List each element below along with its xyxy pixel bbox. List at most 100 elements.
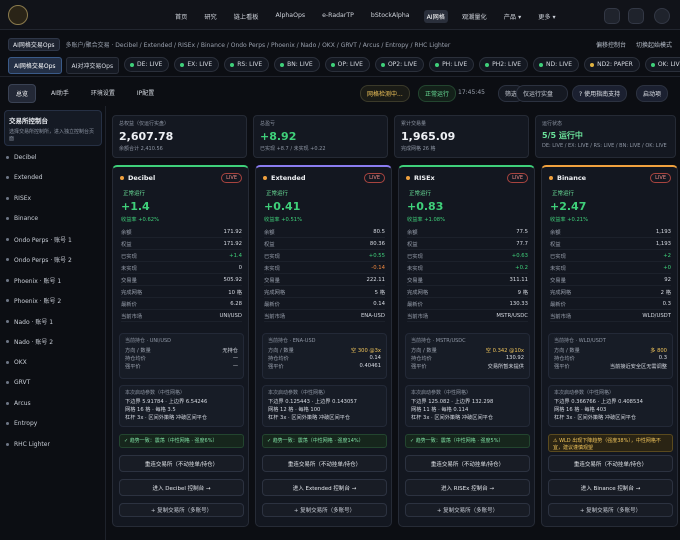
card-button[interactable]: 进入 RISEx 控制台 → bbox=[405, 479, 530, 496]
sidebar-item[interactable]: Decibel bbox=[6, 147, 36, 167]
row-label: 余额 bbox=[264, 230, 275, 236]
card-button[interactable]: 进入 Decibel 控制台 → bbox=[119, 479, 244, 496]
status-pill: DE: LIVE bbox=[124, 57, 170, 72]
sidebar-item[interactable]: Ondo Perps · 账号 2 bbox=[6, 250, 72, 270]
card-name: Decibel bbox=[128, 174, 156, 182]
settings-icon[interactable] bbox=[628, 8, 644, 24]
nav-item[interactable]: AI网格 bbox=[423, 10, 448, 23]
card-button[interactable]: + 复制交易所（多账号） bbox=[548, 503, 673, 517]
card-row: 权益 80.36 bbox=[264, 239, 385, 250]
card-button[interactable]: + 复制交易所（多账号） bbox=[405, 503, 530, 517]
sidebar-item[interactable]: Entropy bbox=[6, 414, 37, 434]
row-label: 未实现 bbox=[264, 266, 280, 272]
sidebar-dot bbox=[6, 299, 9, 302]
sidebar-item[interactable]: OKX bbox=[6, 352, 27, 372]
exchange-card: Decibel LIVE 正常运行 +1.4 收益率 +0.62% 余额 171.92 权益 1… bbox=[112, 165, 249, 527]
page-tab[interactable]: 总览 bbox=[8, 84, 37, 103]
card-button[interactable]: 重连交易所（不动挂单/持仓） bbox=[262, 455, 387, 472]
sidebar-item-label: Phoenix · 账号 2 bbox=[14, 298, 62, 305]
sidebar-dot bbox=[6, 401, 9, 405]
nav-item[interactable]: 产品 ▾ bbox=[503, 14, 522, 21]
nav-item[interactable]: e-RadarTP bbox=[322, 12, 354, 19]
params-box: 本次启动参数（中性网格） 下边界 125.082 · 上边界 132.298 网格 … bbox=[405, 385, 530, 427]
sidebar-item[interactable]: Phoenix · 账号 2 bbox=[6, 291, 61, 311]
sidebar-dot bbox=[6, 340, 9, 343]
params-box: 本次启动参数（中性网格） 下边界 5.91784 · 上边界 6.54246 网格 … bbox=[119, 385, 244, 427]
card-row: 余额 80.5 bbox=[264, 227, 385, 238]
position-row: 强平价 0.40461 bbox=[268, 362, 381, 370]
sidebar-item-label: Decibel bbox=[14, 153, 37, 161]
sidebar-item[interactable]: RHC Lighter bbox=[6, 434, 50, 454]
row-value: 6.28 bbox=[230, 301, 242, 307]
sidebar-item[interactable]: Binance bbox=[6, 209, 38, 229]
card-button[interactable]: + 复制交易所（多账号） bbox=[262, 503, 387, 517]
nav-item[interactable]: 首页 bbox=[175, 14, 188, 21]
page-tab[interactable]: IP配置 bbox=[136, 90, 155, 97]
summary-value: 2,607.78 bbox=[119, 130, 174, 143]
position-row: 方向 / 数量 无持仓 bbox=[125, 346, 238, 354]
row-label: 最新价 bbox=[121, 302, 137, 308]
card-button[interactable]: 进入 Binance 控制台 → bbox=[548, 479, 673, 496]
nav-item[interactable]: 链上看板 bbox=[233, 14, 259, 21]
position-label: 持仓均价 bbox=[554, 355, 575, 362]
position-row: 方向 / 数量 多 800 bbox=[554, 346, 667, 354]
mode-tab[interactable]: AI对冲交易Ops bbox=[65, 57, 120, 74]
sidebar-dot bbox=[6, 360, 9, 364]
card-row: 当前市场 MSTR/USDC bbox=[407, 311, 528, 322]
row-value: +2 bbox=[663, 253, 671, 259]
mode-tab[interactable]: AI网格交易Ops bbox=[8, 57, 62, 74]
page-tab[interactable]: 环境设置 bbox=[90, 90, 115, 97]
position-row: 持仓均价 130.92 bbox=[411, 354, 524, 362]
sidebar-item[interactable]: RISEx bbox=[6, 188, 31, 208]
params-line: 下边界 125.082 · 上边界 132.298 bbox=[411, 399, 494, 405]
theme-toggle[interactable] bbox=[604, 8, 620, 24]
position-value: 空 300 @3x bbox=[351, 347, 381, 354]
card-button[interactable]: 重连交易所（不动挂单/持仓） bbox=[548, 455, 673, 472]
sidebar-item[interactable]: GRVT bbox=[6, 373, 30, 393]
card-button[interactable]: 重连交易所（不动挂单/持仓） bbox=[119, 455, 244, 472]
params-line: 网格 16 格 · 每格 3.5 bbox=[125, 407, 176, 413]
sidebar-dot bbox=[6, 319, 9, 323]
sidebar-item[interactable]: Nado · 账号 1 bbox=[6, 311, 53, 331]
nav-item[interactable]: 观潮量化 bbox=[462, 14, 487, 21]
summary-label: 运行状态 bbox=[542, 121, 563, 127]
card-row: 未实现 +0.2 bbox=[407, 263, 528, 274]
sidebar-item[interactable]: Phoenix · 账号 1 bbox=[6, 270, 61, 290]
sidebar-item[interactable]: Nado · 账号 2 bbox=[6, 332, 53, 352]
card-row: 已实现 +2 bbox=[550, 251, 671, 262]
sidebar-item[interactable]: Ondo Perps · 账号 1 bbox=[6, 229, 72, 249]
page-tab[interactable]: AI助手 bbox=[51, 90, 69, 97]
subheader-badge: AI网格交易Ops bbox=[8, 37, 60, 51]
subheader-link[interactable]: 偏移控制台 bbox=[595, 42, 626, 49]
params-title: 本次启动参数（中性网格） bbox=[125, 390, 186, 396]
row-label: 余额 bbox=[407, 230, 418, 236]
nav-item[interactable]: bStockAlpha bbox=[370, 12, 410, 19]
nav-item[interactable]: 研究 bbox=[204, 14, 217, 21]
status-pill: PH: LIVE bbox=[429, 57, 475, 72]
status-pill-text: ND2: PAPER bbox=[597, 61, 633, 68]
position-title: 当前持仓 · WLD/USDT bbox=[554, 338, 606, 344]
params-line: 杠杆 3x · 区间外策略 冲破区间平仓 bbox=[411, 415, 494, 421]
sidebar-item[interactable]: Extended bbox=[6, 168, 43, 188]
filter-select[interactable]: 仅运行实盘 bbox=[516, 85, 568, 102]
row-value: 1,193 bbox=[655, 229, 671, 235]
card-button[interactable]: 进入 Extended 控制台 → bbox=[262, 479, 387, 496]
params-line: 下边界 5.91784 · 上边界 6.54246 bbox=[125, 399, 208, 405]
status-pills: DE: LIVE EX: LIVE RS: LIVE BN: LIVE OP: LIVE… bbox=[124, 57, 680, 72]
logo[interactable] bbox=[8, 5, 28, 25]
card-button[interactable]: + 复制交易所（多账号） bbox=[119, 503, 244, 517]
avatar[interactable] bbox=[654, 8, 670, 24]
start-button[interactable]: 启动项 bbox=[636, 85, 669, 102]
sidebar-item[interactable]: Arcus bbox=[6, 393, 31, 413]
status-pill: OK: LIVE bbox=[644, 57, 680, 72]
nav-item[interactable]: 更多 ▾ bbox=[538, 14, 556, 21]
guide-button[interactable]: ? 使用指南支持 bbox=[572, 85, 628, 102]
row-label: 完成网格 bbox=[121, 290, 143, 296]
subheader-link[interactable]: 切换起始模式 bbox=[635, 42, 672, 49]
card-row: 交易量 222.11 bbox=[264, 275, 385, 286]
card-button[interactable]: 重连交易所（不动挂单/持仓） bbox=[405, 455, 530, 472]
summary-card: 总权益（仅运行实盘） 2,607.78 余额合计 2,410.56 bbox=[112, 115, 247, 158]
nav-item[interactable]: AlphaOps bbox=[275, 12, 306, 19]
row-label: 权益 bbox=[121, 242, 132, 248]
card-header: Binance bbox=[549, 174, 586, 182]
